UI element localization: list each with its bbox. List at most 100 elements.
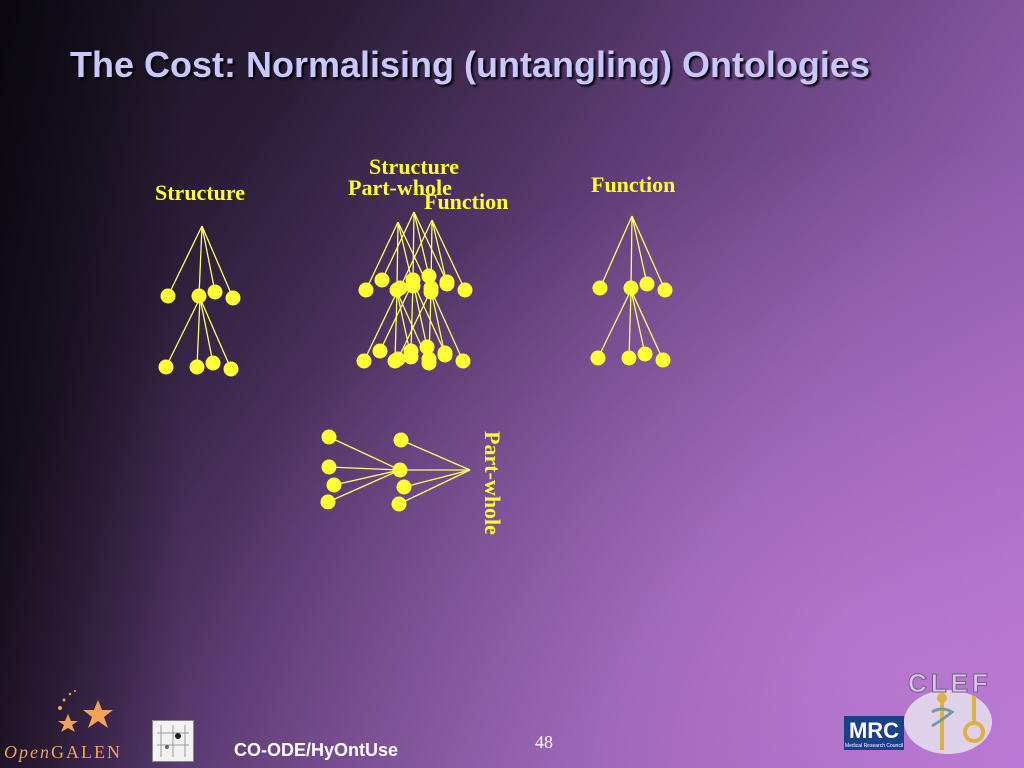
tree-node [391, 496, 407, 512]
opengalen-stars-icon [58, 690, 113, 732]
tree-node [158, 359, 174, 375]
tree-edge [628, 289, 632, 359]
mrc-subtext: Medical Research Council [844, 743, 904, 749]
tree-edge [398, 469, 471, 505]
mrc-text: MRC [848, 718, 900, 743]
clef-logo-text: CLEF [908, 668, 992, 699]
tree-node [392, 280, 408, 296]
tree-node [421, 268, 437, 284]
tree-node [637, 346, 653, 362]
tree-node [320, 494, 336, 510]
tree-node [392, 462, 408, 478]
tree-edge [333, 469, 401, 486]
tree-node [455, 353, 471, 369]
tree-edge [399, 219, 433, 289]
tree-edge [365, 221, 399, 291]
tree-node [419, 339, 435, 355]
tree-node [655, 352, 671, 368]
tree-edge [397, 289, 432, 360]
tree-edge [403, 469, 471, 488]
label-middle-structure: Structure [369, 154, 460, 179]
tree-edge [199, 297, 232, 370]
tree-edge [599, 215, 633, 289]
tree-node [358, 282, 374, 298]
tree-edge [201, 225, 234, 299]
label-middle-function: Function [424, 189, 509, 214]
tree-edge [328, 466, 401, 471]
tree-node [223, 361, 239, 377]
tree-edge [631, 215, 666, 291]
tree-edge [196, 297, 201, 368]
label-left-structure: Structure [155, 180, 246, 205]
tree-node [396, 479, 412, 495]
page-number: 48 [535, 732, 553, 752]
tree-node [621, 350, 637, 366]
tree-edge [430, 289, 464, 362]
label-middle-partwhole: Part-whole [348, 175, 452, 200]
mrc-logo: MRC Medical Research Council [844, 716, 904, 750]
tree-node [592, 280, 608, 296]
tree-node [439, 276, 455, 292]
tree-node [623, 280, 639, 296]
tree-edge [198, 225, 203, 297]
tree-node [421, 351, 437, 367]
tree-edge [165, 297, 201, 368]
tree-node [639, 276, 655, 292]
label-right-function: Function [591, 172, 676, 197]
tree-edge [410, 281, 414, 352]
label-bottom-partwhole: Part-whole [479, 431, 505, 535]
tree-node [326, 477, 342, 493]
tree-edge [412, 211, 415, 281]
tree-node [356, 353, 372, 369]
opengalen-galen-text: GALEN [51, 742, 122, 762]
tree-node [393, 432, 409, 448]
tree-node [457, 282, 473, 298]
tree-edge [630, 215, 633, 289]
tree-edge [413, 211, 430, 277]
tree-node [160, 288, 176, 304]
tree-node [590, 350, 606, 366]
tree-edge [167, 225, 203, 297]
tree-node [423, 280, 439, 296]
tree-edge [412, 281, 446, 354]
tree-edge [327, 469, 401, 503]
tree-node [405, 272, 421, 288]
footer-text: CO-ODE/HyOntUse [234, 740, 399, 760]
tree-edge [381, 211, 415, 281]
opengalen-logo: OpenGALEN [4, 742, 122, 763]
tree-node [207, 284, 223, 300]
tree-node [191, 288, 207, 304]
tree-edge [328, 436, 401, 471]
tree-node [372, 343, 388, 359]
tree-node [437, 347, 453, 363]
tree-edge [199, 297, 214, 364]
tree-edge [201, 225, 216, 293]
tree-edge [630, 289, 646, 355]
opengalen-open-text: Open [4, 742, 51, 762]
tree-node [189, 359, 205, 375]
tree-edge [430, 289, 446, 356]
slide-title: The Cost: Normalising (untangling) Ontol… [70, 44, 870, 85]
tree-node [321, 429, 337, 445]
tree-edge [363, 291, 398, 362]
tree-node [390, 351, 406, 367]
tree-node [321, 459, 337, 475]
tree-node [374, 272, 390, 288]
tree-edge [394, 291, 398, 362]
tree-edge [431, 219, 466, 291]
tree-edge [379, 281, 414, 352]
clef-logo-icon [904, 690, 992, 754]
tree-node [225, 290, 241, 306]
tree-edge [431, 219, 448, 285]
tree-node [205, 355, 221, 371]
tree-edge [413, 211, 448, 283]
bhif-logo-icon [152, 720, 194, 762]
tree-edge [400, 439, 471, 471]
tree-edge [597, 289, 632, 359]
tree-edge [631, 215, 648, 285]
tree-edge [630, 289, 664, 361]
tree-edge [396, 221, 399, 291]
tree-node [403, 343, 419, 359]
